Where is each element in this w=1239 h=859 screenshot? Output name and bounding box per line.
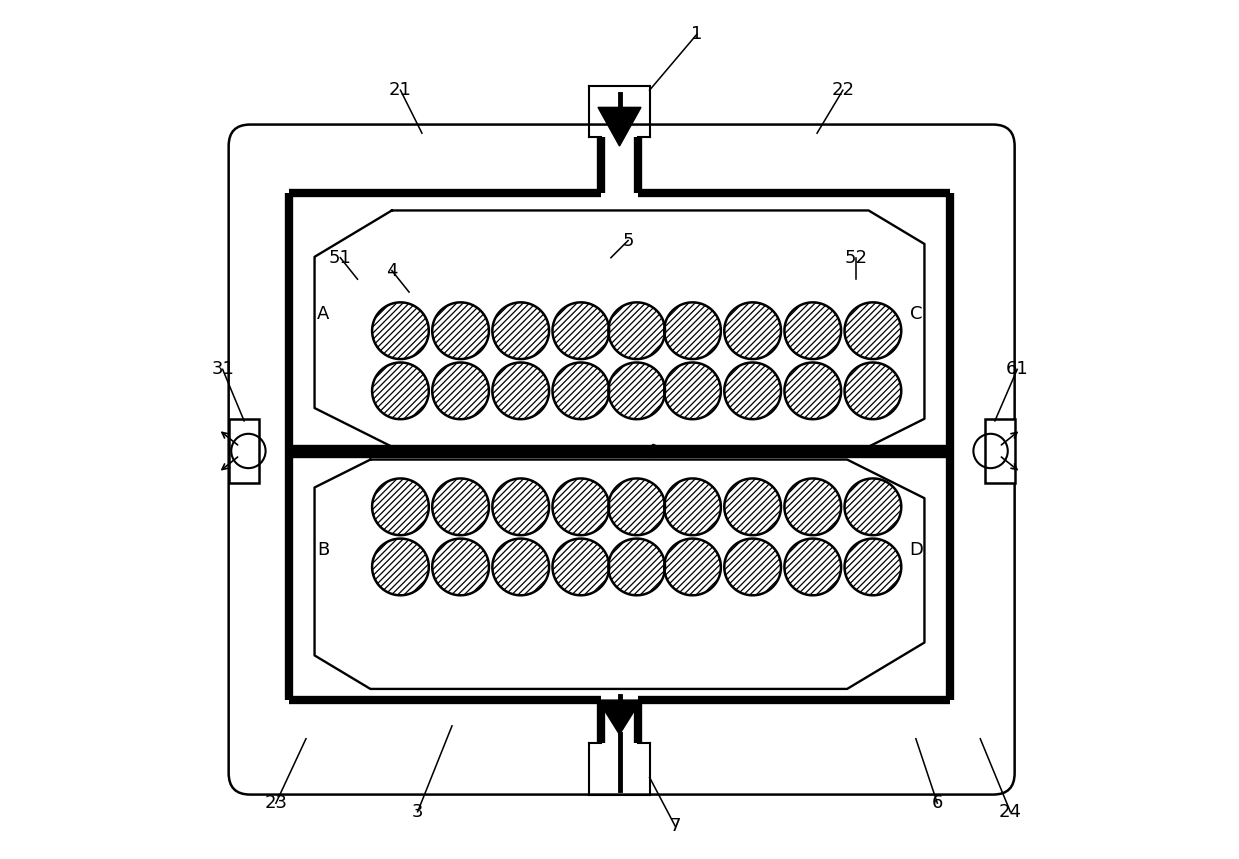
Text: 1: 1 xyxy=(691,26,703,43)
Polygon shape xyxy=(372,302,429,359)
Polygon shape xyxy=(492,362,549,419)
Polygon shape xyxy=(432,478,489,535)
FancyBboxPatch shape xyxy=(985,419,1015,483)
Text: D: D xyxy=(909,541,923,558)
Text: 22: 22 xyxy=(831,82,855,99)
Polygon shape xyxy=(725,302,781,359)
Text: 51: 51 xyxy=(328,249,352,266)
Text: 6: 6 xyxy=(932,795,943,812)
Polygon shape xyxy=(784,539,841,595)
Polygon shape xyxy=(725,362,781,419)
Polygon shape xyxy=(492,302,549,359)
Polygon shape xyxy=(845,362,901,419)
Polygon shape xyxy=(608,362,665,419)
Polygon shape xyxy=(664,539,721,595)
Polygon shape xyxy=(664,302,721,359)
Text: 24: 24 xyxy=(999,803,1022,820)
Text: 4: 4 xyxy=(387,262,398,279)
Polygon shape xyxy=(664,478,721,535)
Text: C: C xyxy=(909,305,922,322)
FancyBboxPatch shape xyxy=(229,419,259,483)
Polygon shape xyxy=(845,302,901,359)
Polygon shape xyxy=(553,302,610,359)
Polygon shape xyxy=(845,539,901,595)
Polygon shape xyxy=(372,539,429,595)
Polygon shape xyxy=(492,539,549,595)
Polygon shape xyxy=(598,107,641,146)
Polygon shape xyxy=(784,478,841,535)
Polygon shape xyxy=(432,362,489,419)
Polygon shape xyxy=(553,478,610,535)
FancyBboxPatch shape xyxy=(229,125,1015,795)
Polygon shape xyxy=(608,539,665,595)
Text: 52: 52 xyxy=(844,249,867,266)
Text: 21: 21 xyxy=(389,82,411,99)
Polygon shape xyxy=(432,539,489,595)
Polygon shape xyxy=(608,302,665,359)
Text: 61: 61 xyxy=(1006,361,1028,378)
Polygon shape xyxy=(492,478,549,535)
Polygon shape xyxy=(553,539,610,595)
Text: 23: 23 xyxy=(264,795,287,812)
Text: 5: 5 xyxy=(622,232,634,249)
Polygon shape xyxy=(784,302,841,359)
Text: A: A xyxy=(317,305,330,322)
Polygon shape xyxy=(784,362,841,419)
Text: 31: 31 xyxy=(211,361,234,378)
Polygon shape xyxy=(725,539,781,595)
Polygon shape xyxy=(372,478,429,535)
Polygon shape xyxy=(553,362,610,419)
Polygon shape xyxy=(845,478,901,535)
Polygon shape xyxy=(598,700,641,734)
Text: 3: 3 xyxy=(411,803,424,820)
Polygon shape xyxy=(725,478,781,535)
Polygon shape xyxy=(372,362,429,419)
Text: 7: 7 xyxy=(669,818,681,835)
Polygon shape xyxy=(664,362,721,419)
Polygon shape xyxy=(608,478,665,535)
Text: B: B xyxy=(317,541,330,558)
Polygon shape xyxy=(432,302,489,359)
